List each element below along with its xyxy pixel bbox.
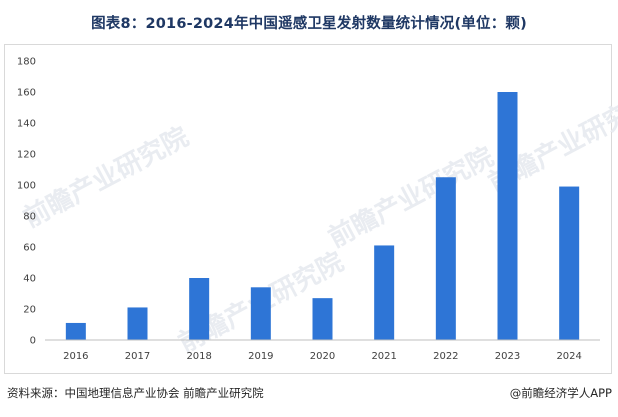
- bar-2021: [374, 245, 395, 340]
- x-tick-label: 2023: [495, 351, 520, 362]
- y-tick-label: 100: [17, 181, 36, 192]
- y-tick-label: 80: [23, 212, 36, 223]
- watermark-text: 前瞻产业研究院: [18, 121, 193, 234]
- x-tick-label: 2016: [63, 351, 88, 362]
- y-tick-label: 160: [17, 88, 36, 99]
- y-axis: 0 20 40 60 80 100 120 140 160 180: [17, 57, 36, 347]
- x-tick-label: 2020: [310, 351, 335, 362]
- bar-2024: [559, 186, 580, 340]
- bar-2017: [127, 307, 148, 340]
- x-tick-label: 2024: [556, 351, 581, 362]
- chart-frame: [4, 44, 612, 374]
- y-tick-label: 180: [17, 57, 36, 68]
- y-tick-label: 60: [23, 243, 36, 254]
- bar-2023: [497, 92, 518, 340]
- brand-credit: @前瞻经济学人APP: [509, 386, 612, 400]
- chart-title: 图表8：2016-2024年中国遥感卫星发射数量统计情况(单位：颗): [91, 16, 527, 32]
- x-tick-label: 2022: [433, 351, 458, 362]
- x-tick-label: 2021: [371, 351, 396, 362]
- bar-2018: [189, 278, 210, 340]
- bars: [65, 92, 580, 340]
- y-tick-label: 0: [30, 336, 36, 347]
- x-tick-label: 2017: [125, 351, 150, 362]
- x-axis: 2016 2017 2018 2019 2020 2021 2022 2023 2024: [45, 339, 600, 362]
- bar-2019: [250, 287, 271, 340]
- source-note: 资料来源：中国地理信息产业协会 前瞻产业研究院: [7, 386, 264, 400]
- watermark-text: 前瞻产业研究院: [323, 141, 498, 254]
- bar-2016: [65, 322, 86, 340]
- x-tick-label: 2019: [248, 351, 273, 362]
- y-tick-label: 20: [23, 305, 36, 316]
- y-tick-label: 40: [23, 274, 36, 285]
- y-tick-label: 120: [17, 150, 36, 161]
- bar-2022: [435, 177, 456, 340]
- bar-2020: [312, 298, 333, 340]
- y-tick-label: 140: [17, 119, 36, 130]
- x-tick-label: 2018: [186, 351, 211, 362]
